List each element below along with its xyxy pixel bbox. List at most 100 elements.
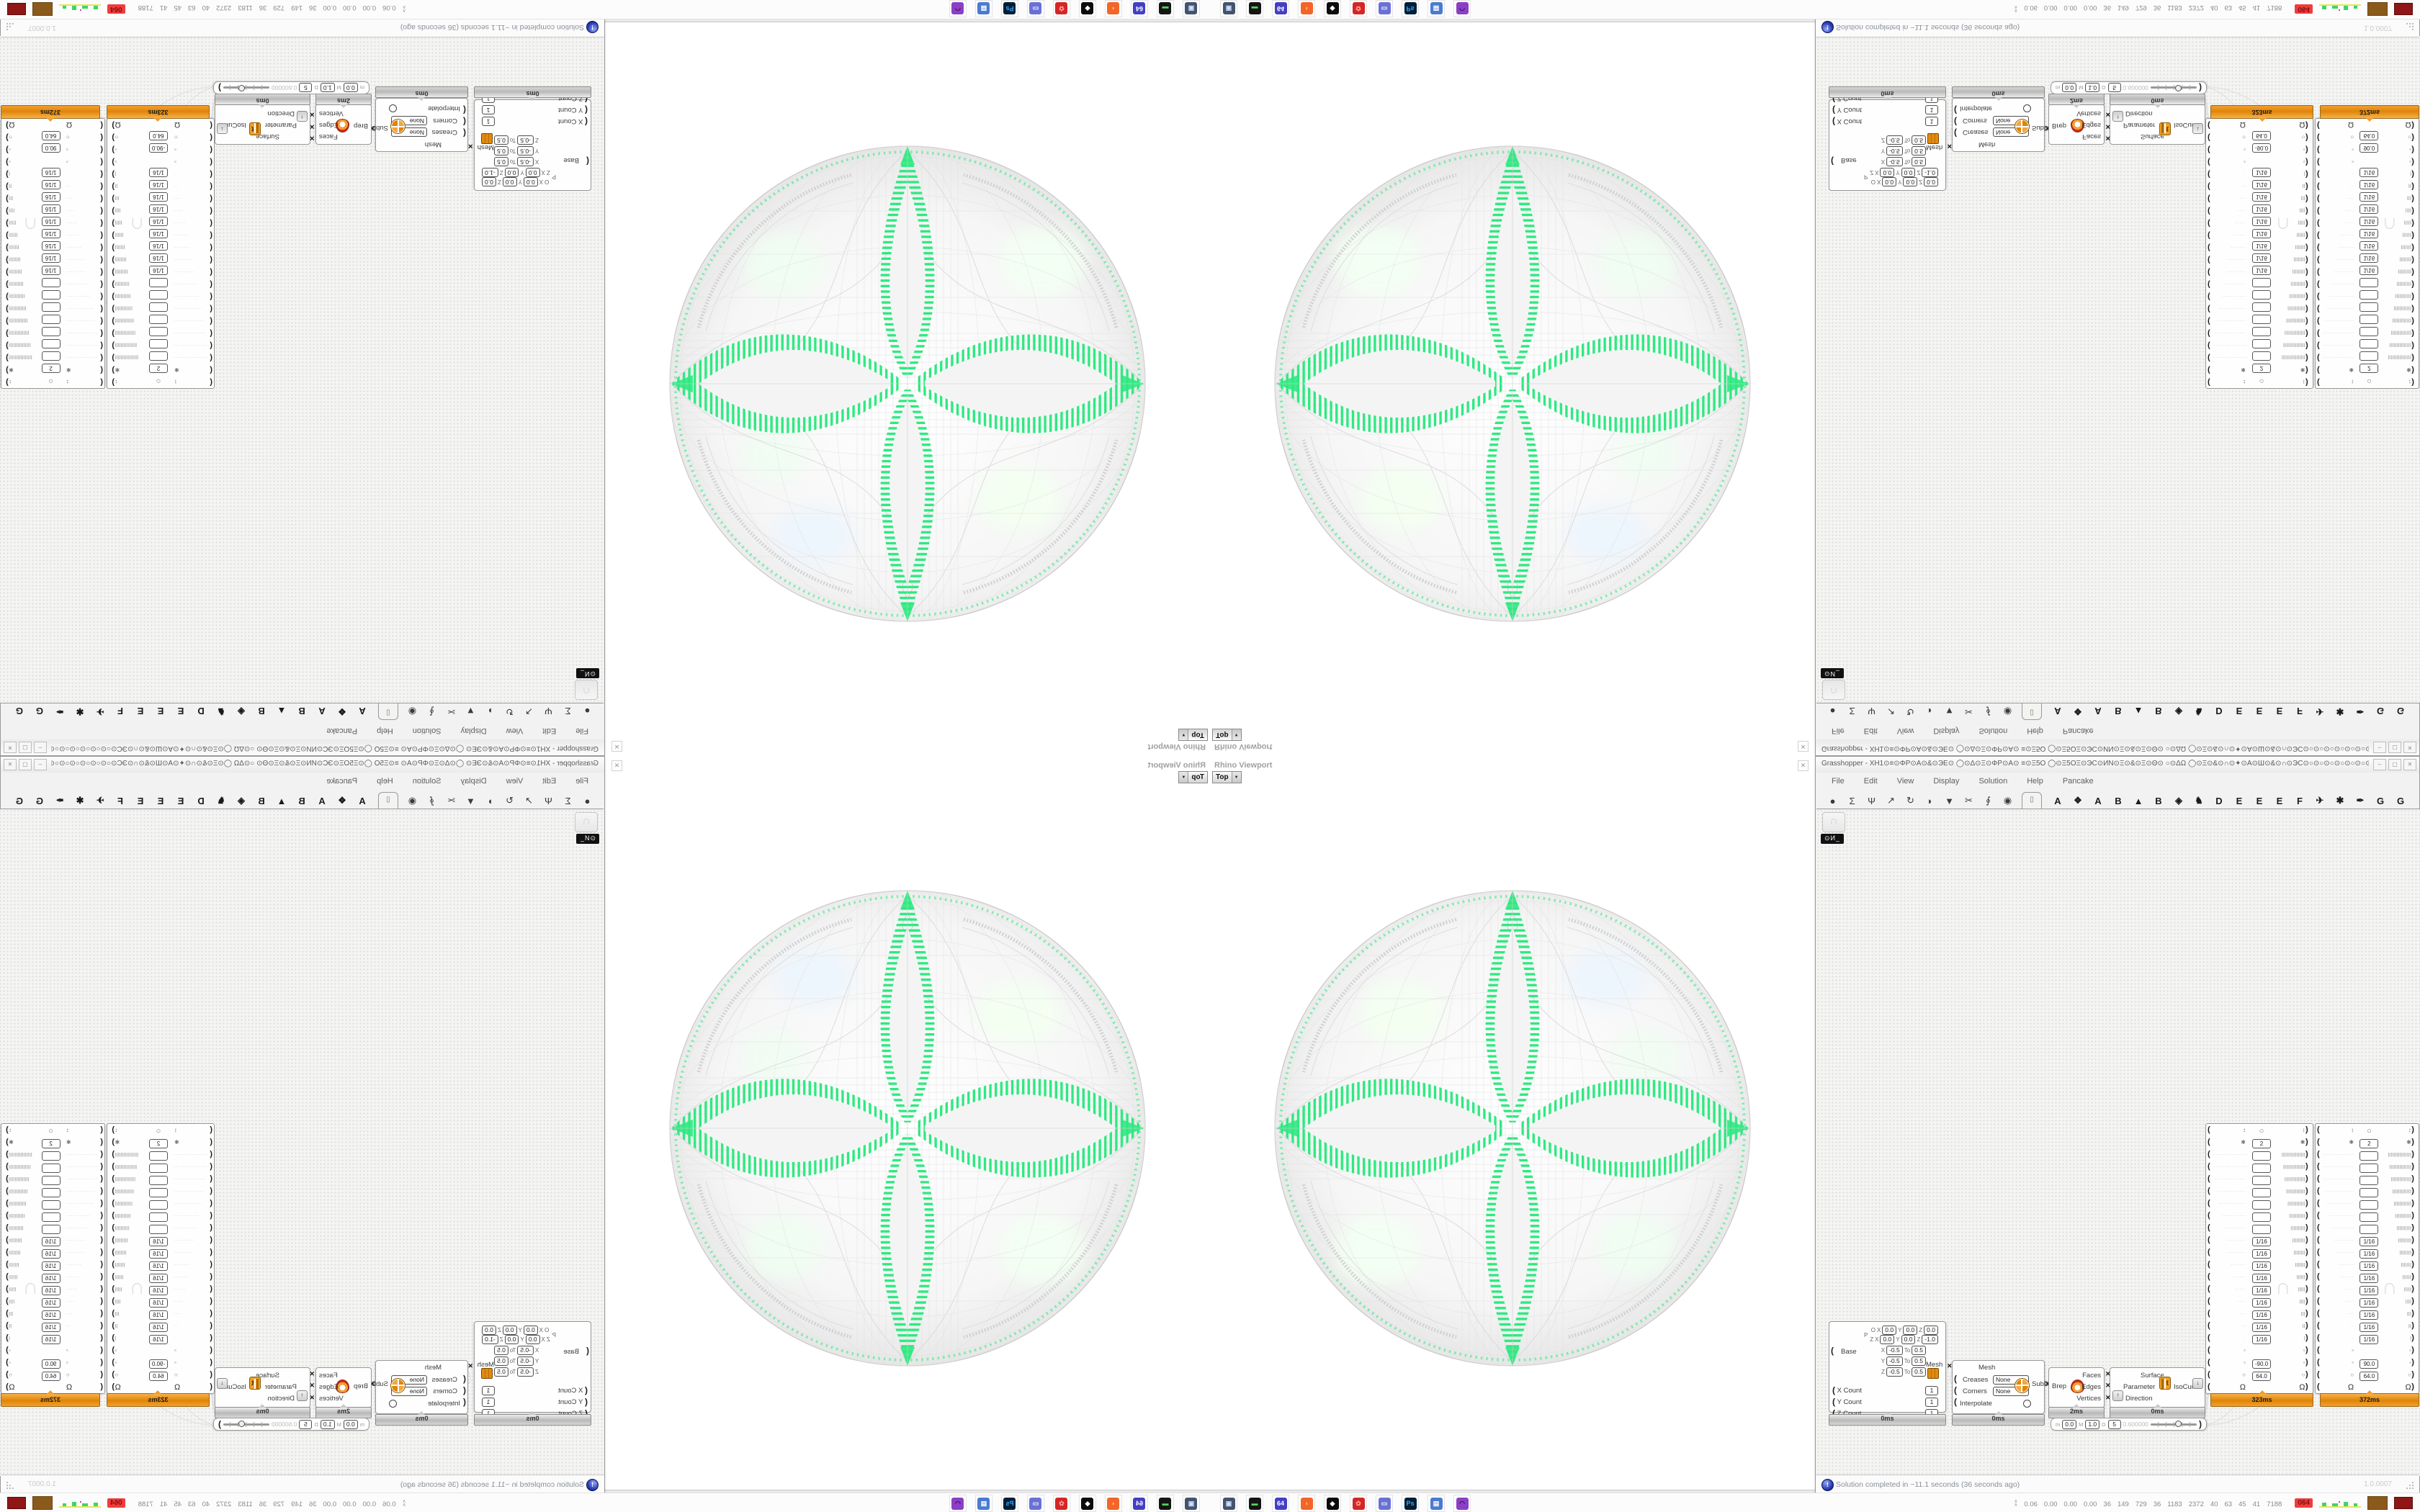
category-tab-icon-3[interactable]: ↗ <box>1887 706 1895 717</box>
domain-from[interactable]: -0.5 <box>517 1367 534 1377</box>
coord-value[interactable]: 0.0 <box>1882 1326 1897 1335</box>
plugin-tab-13[interactable]: ✈ <box>2316 795 2324 806</box>
category-tab-icon-8[interactable]: ∮ <box>429 795 434 806</box>
settings-red-icon[interactable]: ✿ <box>1350 0 1367 17</box>
domain-to[interactable]: 0.5 <box>494 1367 508 1377</box>
category-tab-icon-6[interactable]: ▼ <box>1945 796 1954 806</box>
drive-icon[interactable]: ▬ <box>1157 1495 1174 1512</box>
list-panel-right[interactable]: ∩ (↕○↕) (✱2✱)(················ ||||||||||… <box>1 118 105 389</box>
coord-value[interactable]: 0.0 <box>482 177 496 186</box>
menu-item-pancake[interactable]: Pancake <box>326 777 358 786</box>
category-tab-icon-5[interactable]: ◗ <box>487 706 493 716</box>
domain-to[interactable]: 0.5 <box>494 1356 508 1366</box>
coord-value[interactable]: 0.0 <box>1903 1326 1918 1335</box>
plugin-tab-17[interactable]: G <box>2396 796 2405 806</box>
plugin-tab-8[interactable]: D <box>2215 796 2223 806</box>
plugin-tab-15[interactable]: ✒ <box>2356 795 2365 806</box>
domain-from[interactable]: -0.5 <box>517 146 534 156</box>
plugin-tab-3[interactable]: B <box>2115 796 2122 806</box>
cat-icon[interactable]: ◆ <box>1079 1495 1096 1512</box>
plugin-tab-9[interactable]: E <box>177 706 184 716</box>
domain-from[interactable]: -0.5 <box>1886 1346 1903 1355</box>
avatar-purple-icon[interactable]: ◠ <box>949 1495 967 1512</box>
menu-item-edit[interactable]: Edit <box>1863 726 1878 735</box>
category-tab-icon-7[interactable]: ✂ <box>1965 706 1973 717</box>
plugin-tab-9[interactable]: E <box>2236 796 2243 806</box>
node-brep[interactable]: Brep Faces Edges Vertices <box>315 1367 372 1408</box>
coord-value[interactable]: 0.0 <box>1880 1335 1895 1344</box>
avatar-purple-icon[interactable]: ◠ <box>1453 1495 1471 1512</box>
active-plugin-tab[interactable]: ▯ <box>378 703 398 720</box>
maximize-button[interactable]: ▢ <box>19 759 32 770</box>
firefox-icon[interactable]: ◖ <box>1298 0 1315 17</box>
plugin-tab-17[interactable]: G <box>2396 706 2405 716</box>
slider-track[interactable] <box>2151 1420 2197 1427</box>
settings-red-icon[interactable]: ✿ <box>1053 1495 1070 1512</box>
plugin-tab-14[interactable]: ✱ <box>2336 795 2344 806</box>
category-tab-icon-1[interactable]: Σ <box>1849 706 1855 716</box>
arrow-down-button[interactable]: ↓ <box>217 123 228 134</box>
plugin-tab-7[interactable]: ♞ <box>217 706 225 717</box>
plugin-tab-10[interactable]: E <box>157 796 164 806</box>
screen-capture-icon[interactable]: ▣ <box>1220 0 1237 17</box>
window-app-icon[interactable]: ▭ <box>1376 1495 1393 1512</box>
category-tab-icon-2[interactable]: Ψ <box>544 796 552 806</box>
domain-to[interactable]: 0.5 <box>1912 1356 1926 1366</box>
active-plugin-tab[interactable]: ▯ <box>378 792 398 809</box>
number-slider[interactable]: m 0.0 M 1.0 D 5 0.600000 ) <box>213 1418 369 1431</box>
canvas-toolbar-button[interactable]: ∩ <box>575 680 598 700</box>
list-panel-left[interactable]: ∩ (↕ ○ ↕) (✱ 2 ✱)(················ ||||||||||… <box>107 1123 215 1394</box>
domain-from[interactable]: -0.5 <box>1886 157 1903 166</box>
domain-to[interactable]: 0.5 <box>494 157 508 166</box>
system-monitor-icon[interactable]: ▤ <box>1428 0 1445 17</box>
plugin-tab-7[interactable]: ♞ <box>2195 795 2203 806</box>
resize-grip[interactable] <box>6 1482 14 1489</box>
system-monitor-icon[interactable]: ▤ <box>975 0 992 17</box>
count-value[interactable]: 1 <box>1925 1397 1938 1407</box>
plugin-tab-4[interactable]: ▲ <box>2133 796 2143 806</box>
coord-value[interactable]: 0.0 <box>1901 168 1916 177</box>
photoshop-icon[interactable]: Ps <box>1001 1495 1018 1512</box>
wire-connector[interactable]: ✕ <box>2105 1370 2111 1377</box>
minimize-button[interactable]: – <box>34 742 47 753</box>
menu-item-display[interactable]: Display <box>1933 726 1960 735</box>
arrow-up-button[interactable]: ↑ <box>2112 1390 2123 1401</box>
menu-item-help[interactable]: Help <box>377 726 393 735</box>
slider-track[interactable] <box>223 1420 269 1427</box>
coord-value[interactable]: -1.0 <box>1922 1335 1938 1344</box>
viewport-close-button[interactable]: ✕ <box>611 741 622 752</box>
plugin-tab-14[interactable]: ✱ <box>76 706 84 717</box>
active-plugin-tab[interactable]: ▯ <box>2022 792 2042 809</box>
coord-value[interactable]: 0.0 <box>1880 168 1895 177</box>
wire-connector[interactable]: ✕ <box>467 1362 473 1369</box>
minimize-button[interactable]: – <box>34 759 47 770</box>
domain-from[interactable]: -0.5 <box>1886 1356 1903 1366</box>
grasshopper-titlebar[interactable]: Grasshopper - XH1⊙≡⊙ΦΡ⊙Α⊙&⊙ЭΕ⊙ ◯⊙Δ⊙Ξ⊙ΦΡ⊙… <box>1 757 604 773</box>
menu-item-edit[interactable]: Edit <box>1863 777 1878 786</box>
plugin-tab-17[interactable]: G <box>15 796 24 806</box>
wire-connector[interactable]: ✕ <box>2105 1394 2111 1401</box>
category-tab-icon-8[interactable]: ∮ <box>1986 795 1991 806</box>
plugin-tab-2[interactable]: A <box>318 706 326 716</box>
expand-tray-icon[interactable]: ∧ ∧ <box>402 4 406 14</box>
plugin-tab-10[interactable]: E <box>157 706 164 716</box>
menu-item-view[interactable]: View <box>1896 726 1914 735</box>
node-isocurve[interactable]: Surface Parameter t IsoCurve ↓ ↑ Directi… <box>215 104 310 145</box>
category-tab-icon-4[interactable]: ↻ <box>506 795 514 806</box>
category-tab-icon-6[interactable]: ▼ <box>466 796 475 806</box>
category-tab-icon-2[interactable]: Ψ <box>1868 796 1876 806</box>
domain-from[interactable]: -0.5 <box>1886 146 1903 156</box>
plugin-tab-14[interactable]: ✱ <box>76 795 84 806</box>
category-tab-icon-4[interactable]: ↻ <box>1906 706 1914 717</box>
drive-icon[interactable]: ▬ <box>1246 0 1263 17</box>
category-tab-icon-9[interactable]: ◉ <box>408 706 417 717</box>
maximize-button[interactable]: ▢ <box>2388 742 2401 753</box>
menu-item-file[interactable]: File <box>1832 777 1845 786</box>
canvas-toolbar-button[interactable]: ∩ <box>1822 812 1845 832</box>
plugin-tab-12[interactable]: F <box>2297 796 2303 806</box>
domain-from[interactable]: -0.5 <box>517 157 534 166</box>
node-subd[interactable]: Mesh ( Creases None ( Corners None ( Int… <box>1952 98 2045 152</box>
floppy-64-icon[interactable]: 64 <box>1131 0 1148 17</box>
settings-red-icon[interactable]: ✿ <box>1053 0 1070 17</box>
plugin-tab-12[interactable]: F <box>117 796 123 806</box>
